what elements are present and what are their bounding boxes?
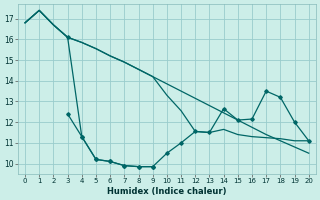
X-axis label: Humidex (Indice chaleur): Humidex (Indice chaleur) xyxy=(107,187,227,196)
